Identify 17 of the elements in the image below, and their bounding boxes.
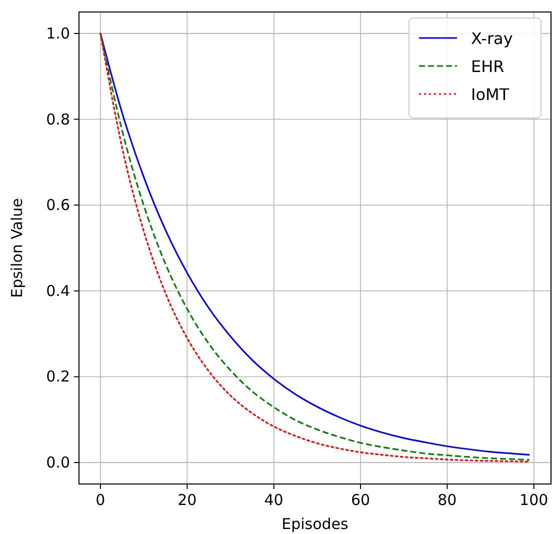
x-tick-label: 20 — [178, 491, 197, 509]
y-tick-label: 0.0 — [46, 454, 70, 472]
y-tick-label: 0.2 — [46, 368, 70, 386]
legend-label: EHR — [471, 57, 504, 76]
y-axis-title: Epsilon Value — [8, 198, 26, 298]
legend-label: X-ray — [471, 29, 513, 48]
x-tick-label: 0 — [96, 491, 106, 509]
y-tick-label: 0.6 — [46, 196, 70, 214]
x-axis-title: Episodes — [282, 515, 349, 533]
x-tick-label: 60 — [350, 491, 370, 509]
x-tick-label: 40 — [264, 491, 284, 509]
y-tick-label: 1.0 — [46, 24, 70, 42]
x-tick-label: 80 — [438, 491, 457, 509]
x-tick-label: 100 — [520, 491, 548, 509]
legend-label: IoMT — [471, 85, 510, 104]
y-tick-label: 0.4 — [46, 282, 70, 300]
y-tick-label: 0.8 — [46, 110, 70, 128]
